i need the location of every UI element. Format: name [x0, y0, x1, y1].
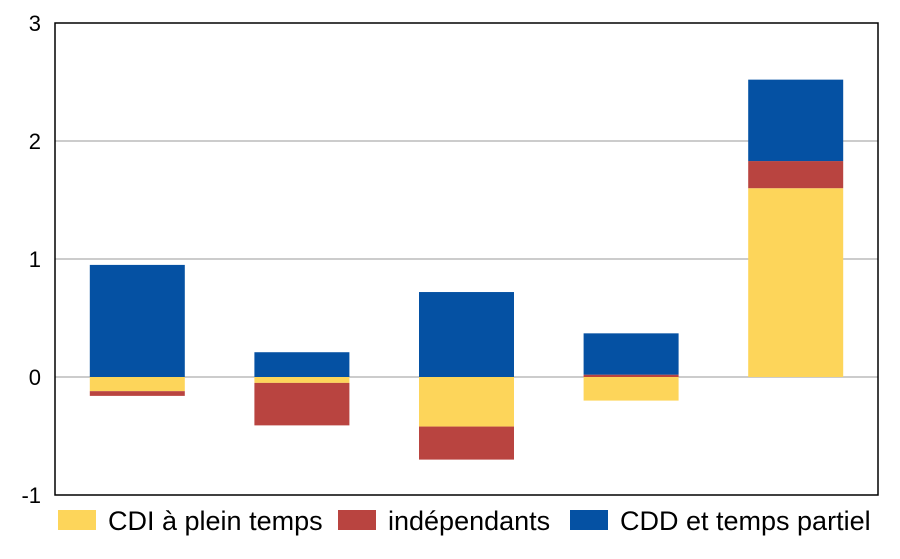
- y-tick-label: 2: [29, 129, 41, 154]
- bar-segment-2-2: [419, 292, 514, 377]
- legend: CDI à plein temps indépendants CDD et temp…: [58, 506, 871, 536]
- legend-swatch-2: [570, 510, 608, 530]
- y-tick-label: -1: [21, 483, 41, 508]
- bar-segment-1-2: [254, 352, 350, 377]
- bar-segment-2-0: [419, 377, 514, 427]
- bar-segment-0-1: [89, 391, 185, 396]
- bar-segment-1-1: [254, 382, 350, 426]
- bar-segment-3-1: [583, 374, 679, 377]
- bar-segment-4-2: [748, 79, 844, 162]
- bar-segment-0-0: [89, 377, 185, 392]
- bar-segment-1-0: [254, 377, 350, 383]
- legend-swatch-1: [338, 510, 376, 530]
- bar-segment-2-1: [419, 426, 514, 460]
- bar-segment-3-2: [583, 333, 679, 375]
- plot-frame: [54, 22, 879, 496]
- legend-label-2: CDD et temps partiel: [620, 506, 871, 536]
- bar-segment-4-1: [748, 161, 844, 189]
- bars: [89, 79, 844, 460]
- bar-segment-3-0: [583, 377, 679, 401]
- bar-segment-0-2: [89, 264, 185, 377]
- legend-swatch-0: [58, 510, 96, 530]
- bar-segment-4-0: [748, 188, 844, 377]
- y-axis-ticks: -1 0 1 2 3: [21, 11, 41, 508]
- y-tick-label: 0: [29, 365, 41, 390]
- y-tick-label: 1: [29, 247, 41, 272]
- y-tick-label: 3: [29, 11, 41, 36]
- legend-label-0: CDI à plein temps: [108, 506, 323, 536]
- legend-label-1: indépendants: [388, 506, 550, 536]
